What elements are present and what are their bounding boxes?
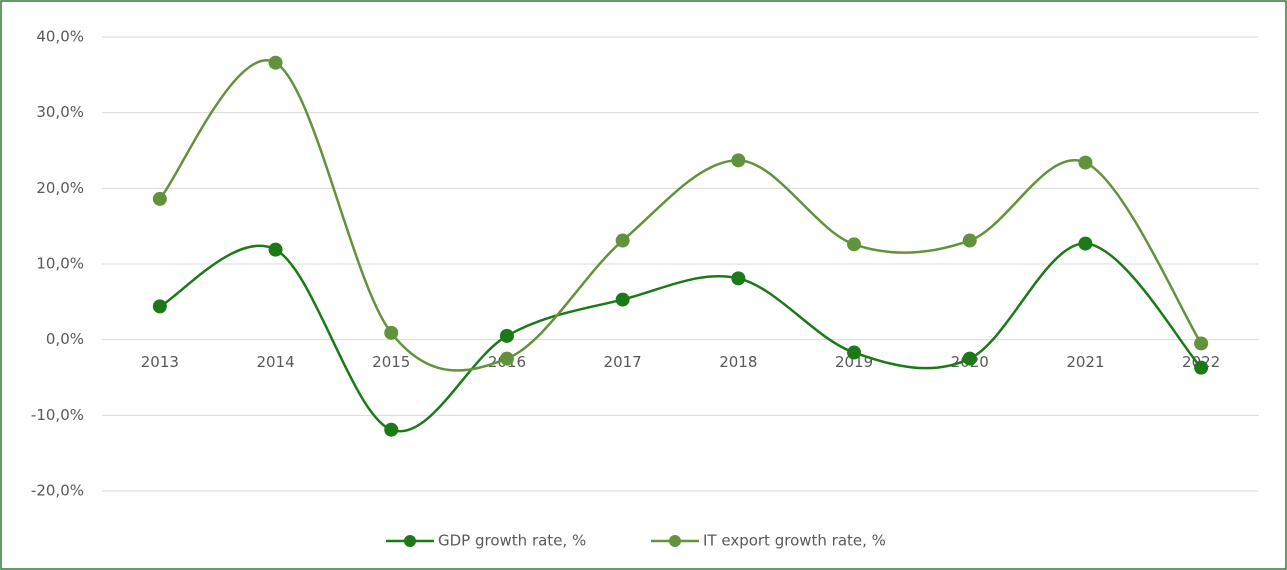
x-tick-label: 2019: [835, 353, 873, 371]
y-tick-label: -20,0%: [31, 482, 84, 500]
x-tick-label: 2014: [256, 353, 294, 371]
point-marker: [268, 55, 283, 70]
y-tick-label: 40,0%: [36, 28, 84, 46]
legend-label: GDP growth rate, %: [438, 532, 586, 550]
legend-label: IT export growth rate, %: [703, 532, 886, 550]
legend-marker: [404, 535, 416, 547]
x-tick-label: 2018: [719, 353, 757, 371]
y-tick-label: 10,0%: [36, 255, 84, 273]
y-tick-label: 30,0%: [36, 103, 84, 121]
series-line: [158, 59, 1203, 372]
y-tick-label: -10,0%: [31, 406, 84, 424]
point-marker: [962, 351, 977, 366]
point-marker: [152, 299, 167, 314]
point-marker: [499, 351, 514, 366]
x-tick-label: 2021: [1066, 353, 1104, 371]
point-marker: [847, 345, 862, 360]
point-marker: [962, 233, 977, 248]
y-tick-label: 0,0%: [46, 330, 84, 348]
point-marker: [1078, 155, 1093, 170]
series-line: [159, 242, 1203, 433]
point-marker: [268, 242, 283, 257]
point-marker: [615, 292, 630, 307]
legend-marker: [669, 535, 681, 547]
x-tick-label: 2013: [141, 353, 179, 371]
point-marker: [1194, 360, 1209, 375]
point-marker: [615, 233, 630, 248]
x-tick-label: 2015: [372, 353, 410, 371]
point-marker: [1194, 336, 1209, 351]
point-marker: [847, 237, 862, 252]
point-marker: [384, 325, 399, 340]
point-marker: [499, 328, 514, 343]
y-tick-label: 20,0%: [36, 179, 84, 197]
x-tick-label: 2017: [604, 353, 642, 371]
point-marker: [731, 271, 746, 286]
point-marker: [731, 153, 746, 168]
point-marker: [384, 422, 399, 437]
point-marker: [1078, 236, 1093, 251]
point-marker: [152, 191, 167, 206]
